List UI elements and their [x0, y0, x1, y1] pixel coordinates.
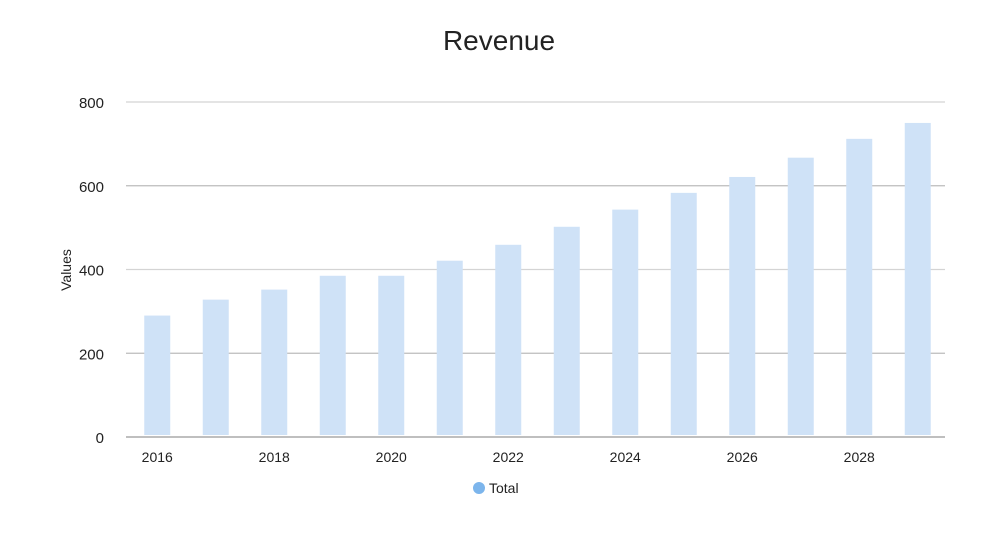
x-tick-label: 2028 — [844, 449, 875, 465]
bar-2020[interactable] — [378, 275, 405, 435]
x-tick-label: 2020 — [376, 449, 407, 465]
bar-2029[interactable] — [904, 122, 931, 435]
bar-2027[interactable] — [787, 157, 814, 435]
bar-2016[interactable] — [144, 315, 171, 435]
x-tick-label: 2018 — [259, 449, 290, 465]
bar-2023[interactable] — [553, 226, 580, 435]
x-tick-label: 2026 — [727, 449, 758, 465]
x-tick-label: 2024 — [610, 449, 641, 465]
bar-2022[interactable] — [495, 244, 522, 435]
y-tick-label: 400 — [79, 263, 104, 280]
x-tick-label: 2016 — [142, 449, 173, 465]
legend-marker-total — [473, 482, 485, 494]
bar-2019[interactable] — [319, 275, 346, 435]
bar-2018[interactable] — [261, 289, 288, 435]
y-tick-label: 0 — [96, 430, 104, 447]
y-tick-label: 800 — [79, 95, 104, 112]
bar-2017[interactable] — [202, 299, 229, 435]
legend[interactable]: Total — [473, 480, 519, 496]
bar-2021[interactable] — [436, 260, 463, 435]
y-tick-label: 200 — [79, 346, 104, 363]
bar-2028[interactable] — [846, 138, 873, 435]
x-tick-label: 2022 — [493, 449, 524, 465]
chart-title: Revenue — [443, 25, 555, 56]
y-axis-label: Values — [58, 249, 74, 291]
bar-2025[interactable] — [670, 192, 697, 435]
bar-2024[interactable] — [612, 209, 639, 435]
legend-label-total: Total — [489, 480, 519, 496]
bar-2026[interactable] — [729, 176, 756, 436]
y-tick-label: 600 — [79, 179, 104, 196]
